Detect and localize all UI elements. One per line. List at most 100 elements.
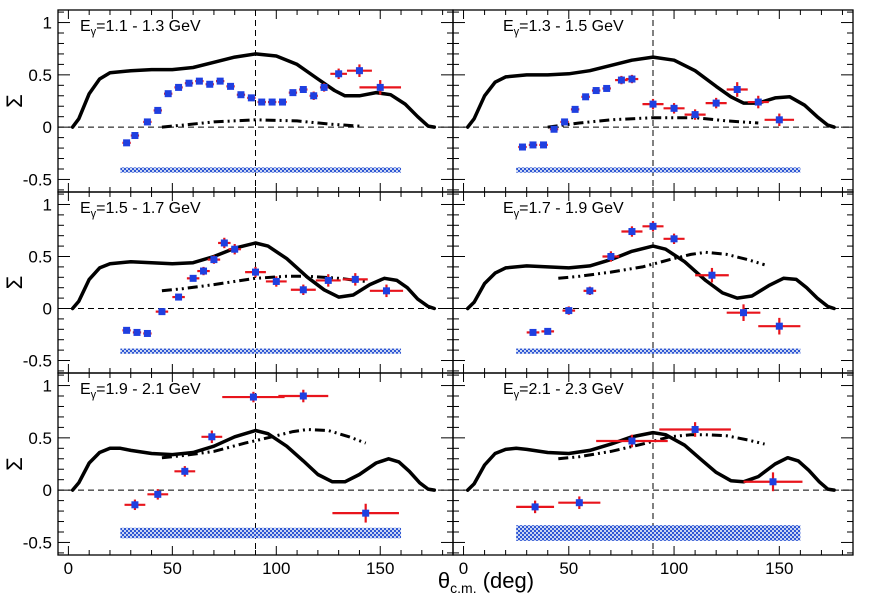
panel-1: Eγ=1.1 - 1.3 GeV 1 0.5 0 -0.5 Σ: [2, 9, 454, 193]
panel-energy-label: Eγ=1.9 - 2.1 GeV: [80, 381, 201, 401]
data-point: [346, 64, 372, 77]
data-point: [124, 499, 146, 511]
panel-energy-label: Eγ=2.1 - 2.3 GeV: [503, 381, 624, 401]
y-tick-label: -0.5: [23, 533, 52, 552]
data-marker: [603, 84, 611, 92]
data-point: [591, 87, 601, 95]
data-point: [265, 276, 287, 287]
data-marker: [324, 276, 332, 284]
data-marker: [216, 77, 224, 85]
data-marker: [649, 222, 657, 230]
label-prefix: E: [80, 200, 91, 217]
data-marker: [220, 239, 228, 247]
label-subscript: γ: [514, 26, 520, 38]
data-point: [359, 80, 402, 95]
data-point: [764, 113, 795, 127]
data-marker: [210, 256, 218, 264]
data-marker: [628, 437, 636, 445]
y-tick-label: 0: [43, 300, 52, 319]
panel-5: Eγ=1.9 - 2.1 GeV 1 0.5 0 -0.5 Σ 0 50 100 150: [2, 372, 454, 578]
data-point: [596, 434, 668, 448]
data-marker: [154, 490, 162, 498]
data-marker: [565, 307, 573, 315]
data-point: [621, 226, 643, 237]
data-marker: [670, 104, 678, 112]
data-point: [278, 389, 329, 403]
data-point: [528, 141, 538, 149]
data-point: [726, 82, 748, 97]
data-marker: [143, 118, 151, 126]
label-prefix: E: [503, 200, 514, 217]
data-point: [332, 503, 399, 523]
data-point: [625, 74, 639, 84]
data-point: [695, 267, 729, 283]
data-marker: [185, 79, 193, 87]
data-marker: [268, 98, 276, 106]
label-subscript: γ: [514, 208, 520, 220]
data-marker: [607, 252, 615, 260]
data-marker: [712, 99, 720, 107]
data-point: [226, 82, 235, 90]
data-point: [257, 98, 266, 106]
data-point: [155, 308, 169, 316]
data-marker: [754, 98, 762, 106]
data-point: [278, 98, 287, 106]
panel-energy-label: Eγ=1.3 - 1.5 GeV: [503, 18, 624, 38]
data-marker: [310, 92, 318, 100]
data-marker: [208, 433, 216, 441]
data-marker: [529, 328, 537, 336]
y-tick-label: -0.5: [23, 170, 52, 189]
data-marker: [131, 501, 139, 509]
data-point: [216, 77, 225, 85]
dash-dot-model-curve: [161, 118, 360, 129]
data-marker: [258, 98, 266, 106]
data-point: [558, 496, 601, 509]
data-point: [526, 328, 540, 336]
data-point: [195, 77, 204, 85]
data-point: [602, 251, 620, 262]
data-marker: [351, 275, 359, 283]
data-marker: [571, 105, 579, 113]
label-subscript: γ: [91, 208, 97, 220]
x-tick-label: 150: [765, 559, 793, 578]
data-point: [147, 489, 169, 500]
label-rest: =2.1 - 2.3 GeV: [519, 381, 624, 398]
data-point: [186, 274, 200, 282]
data-point: [602, 84, 611, 92]
data-marker: [195, 77, 203, 85]
y-axis-title: Σ: [2, 276, 27, 290]
data-marker: [355, 67, 363, 75]
data-point: [207, 255, 221, 264]
y-tick-label: 0: [43, 481, 52, 500]
solid-model-curve: [465, 55, 836, 129]
data-point: [758, 317, 801, 335]
y-tick-label: 0: [43, 118, 52, 137]
data-point: [743, 472, 803, 492]
data-marker: [586, 287, 594, 295]
data-point: [132, 328, 142, 336]
systematic-band: [516, 525, 801, 541]
data-marker: [649, 100, 657, 108]
data-marker: [181, 467, 189, 475]
data-point: [143, 118, 152, 126]
data-point: [174, 83, 183, 91]
label-rest: =1.5 - 1.7 GeV: [96, 200, 201, 217]
data-marker: [299, 392, 307, 400]
x-tick-label: 50: [163, 559, 182, 578]
data-point: [747, 95, 769, 109]
data-marker: [550, 125, 558, 133]
data-marker: [540, 141, 548, 149]
label-prefix: E: [80, 18, 91, 35]
data-point: [201, 430, 223, 444]
label-rest: =1.3 - 1.5 GeV: [519, 18, 624, 35]
label-rest: =1.7 - 1.9 GeV: [519, 200, 624, 217]
data-marker: [531, 503, 539, 511]
data-point: [184, 79, 194, 87]
x-axis-title: θc.m. (deg): [438, 568, 534, 596]
data-point: [342, 273, 368, 286]
y-tick-label: 0.5: [28, 429, 52, 448]
data-point: [290, 284, 316, 295]
data-point: [541, 327, 555, 335]
dash-dot-model-curve: [547, 116, 759, 129]
